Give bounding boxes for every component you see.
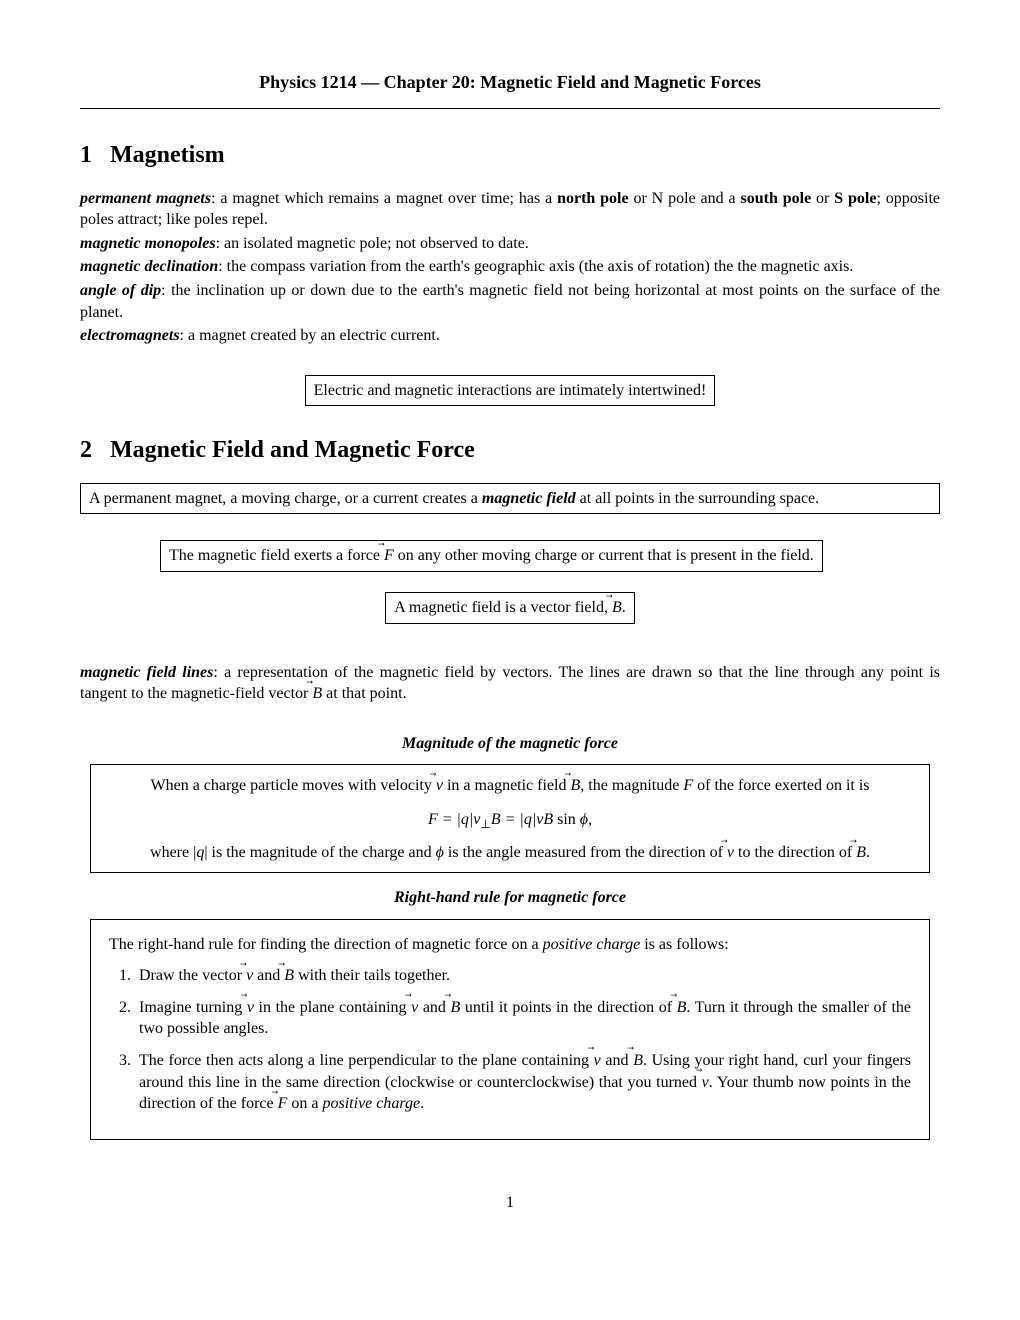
vector-F-icon: F⃗ [384, 547, 394, 564]
text: Draw the vector [139, 967, 246, 984]
vector-B-icon: B⃗ [633, 1052, 643, 1069]
term-magnetic-field: magnetic field [482, 490, 576, 507]
title-rule [80, 108, 940, 109]
text: to the direction of [734, 844, 856, 861]
term-field-lines: magnetic field lines [80, 664, 213, 681]
text: in a magnetic field [443, 777, 571, 794]
text: or [811, 190, 834, 207]
text: . [866, 844, 870, 861]
text: . [420, 1095, 424, 1112]
box-magnetic-field-creation: A permanent magnet, a moving charge, or … [80, 483, 940, 515]
section-1-number: 1 [80, 142, 92, 168]
box-force-on-charge: The magnetic field exerts a force F⃗ on … [160, 540, 823, 572]
section-2-heading: 2 Magnetic Field and Magnetic Force [80, 434, 940, 466]
term-angle-of-dip: angle of dip [80, 282, 161, 299]
page-title: Physics 1214 — Chapter 20: Magnetic Fiel… [80, 70, 940, 94]
rhr-step-2: Imagine turning v⃗ in the plane containi… [135, 997, 911, 1040]
text: The force then acts along a line perpend… [139, 1052, 594, 1069]
term-monopoles: magnetic monopoles [80, 235, 216, 252]
vector-v-icon: v⃗ [411, 999, 418, 1016]
text: . [622, 599, 626, 616]
rhr-heading: Right-hand rule for magnetic force [80, 887, 940, 909]
text: or N pole and a [629, 190, 741, 207]
text: where | [150, 844, 196, 861]
vector-B-icon: B⃗ [677, 999, 687, 1016]
text: Imagine turning [139, 999, 247, 1016]
vector-v-icon: v⃗ [246, 967, 253, 984]
magnitude-heading: Magnitude of the magnetic force [80, 733, 940, 755]
text: at all points in the surrounding space. [576, 490, 820, 507]
vector-v-icon: v⃗ [702, 1074, 709, 1091]
text: and [253, 967, 284, 984]
text: is the angle measured from the direction… [444, 844, 727, 861]
text: on a [287, 1095, 322, 1112]
text: The right-hand rule for finding the dire… [109, 936, 543, 953]
text: A permanent magnet, a moving charge, or … [89, 490, 482, 507]
positive-charge: positive charge [323, 1095, 421, 1112]
vector-B-icon: B⃗ [451, 999, 461, 1016]
section-1-title: Magnetism [110, 142, 225, 168]
def-field-lines: magnetic field lines: a representation o… [80, 662, 940, 705]
term-north-pole: north pole [557, 190, 629, 207]
text: with their tails together. [294, 967, 450, 984]
vector-B-icon: B⃗ [284, 967, 294, 984]
vector-F-icon: F⃗ [278, 1095, 288, 1112]
box-vector-field: A magnetic field is a vector field, B⃗. [385, 592, 634, 624]
rhr-step-3: The force then acts along a line perpend… [135, 1050, 911, 1115]
symbol-F: F [683, 777, 693, 794]
text: on any other moving charge or current th… [394, 547, 814, 564]
term-electromagnets: electromagnets [80, 327, 180, 344]
vector-v-icon: v⃗ [436, 777, 443, 794]
page-number: 1 [80, 1192, 940, 1214]
vector-B-icon: B⃗ [856, 844, 866, 861]
rhr-steps: Draw the vector v⃗ and B⃗ with their tai… [109, 965, 911, 1115]
vector-B-icon: B⃗ [570, 777, 580, 794]
text: and [601, 1052, 633, 1069]
vector-v-icon: v⃗ [594, 1052, 601, 1069]
rhr-step-1: Draw the vector v⃗ and B⃗ with their tai… [135, 965, 911, 987]
term-permanent-magnets: permanent magnets [80, 190, 211, 207]
text: : a magnet which remains a magnet over t… [211, 190, 557, 207]
section-1-heading: 1 Magnetism [80, 139, 940, 171]
section-2-number: 2 [80, 437, 92, 463]
text: When a charge particle moves with veloci… [150, 777, 435, 794]
magnitude-formula: F = |q|v⊥B = |q|vB sin ϕ, [105, 809, 915, 832]
rhr-box: The right-hand rule for finding the dire… [90, 919, 930, 1140]
vector-v-icon: v⃗ [727, 844, 734, 861]
vector-B-icon: B⃗ [612, 599, 622, 616]
section-2-title: Magnetic Field and Magnetic Force [110, 437, 475, 463]
symbol-phi: ϕ [436, 844, 444, 861]
text: and [418, 999, 450, 1016]
text: is as follows: [640, 936, 728, 953]
text: The magnetic field exerts a force [169, 547, 384, 564]
text: until it points in the direction of [460, 999, 676, 1016]
def-monopoles: magnetic monopoles: an isolated magnetic… [80, 233, 940, 255]
text: in the plane containing [254, 999, 411, 1016]
text: : the compass variation from the earth's… [218, 258, 853, 275]
def-declination: magnetic declination: the compass variat… [80, 256, 940, 278]
term-south-pole: south pole [741, 190, 812, 207]
term-declination: magnetic declination [80, 258, 218, 275]
text: of the force exerted on it is [693, 777, 869, 794]
text: | is the magnitude of the charge and [204, 844, 435, 861]
text: A magnetic field is a vector field, [394, 599, 612, 616]
text: : a magnet created by an electric curren… [180, 327, 440, 344]
text: : an isolated magnetic pole; not observe… [216, 235, 529, 252]
def-angle-of-dip: angle of dip: the inclination up or down… [80, 280, 940, 323]
def-permanent-magnets: permanent magnets: a magnet which remain… [80, 188, 940, 231]
magnitude-box: When a charge particle moves with veloci… [90, 764, 930, 873]
vector-B-icon: B⃗ [312, 685, 322, 702]
text: , the magnitude [580, 777, 683, 794]
text: at that point. [322, 685, 406, 702]
term-s-pole: S pole [834, 190, 876, 207]
callout-intertwined: Electric and magnetic interactions are i… [305, 375, 716, 407]
positive-charge: positive charge [543, 936, 641, 953]
def-electromagnets: electromagnets: a magnet created by an e… [80, 325, 940, 347]
vector-v-icon: v⃗ [247, 999, 254, 1016]
text: : the inclination up or down due to the … [80, 282, 940, 321]
